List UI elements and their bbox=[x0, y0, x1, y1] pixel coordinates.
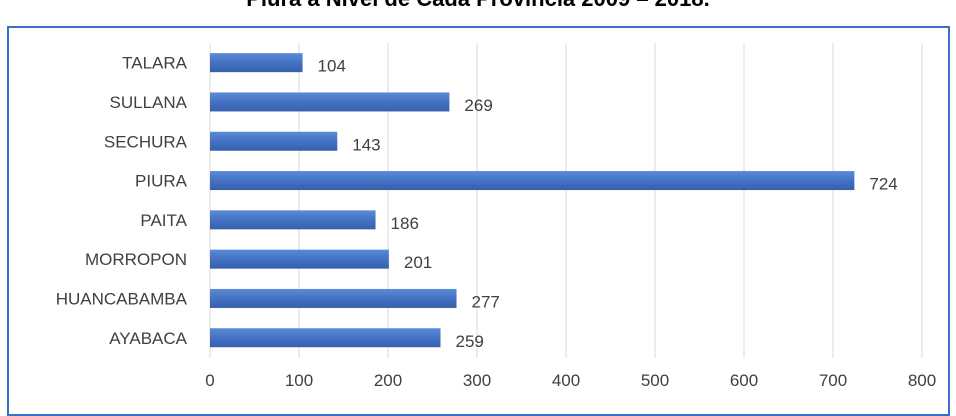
data-label: 104 bbox=[318, 57, 346, 76]
category-label: PIURA bbox=[135, 172, 188, 191]
bar-sechura bbox=[210, 131, 338, 151]
data-label: 259 bbox=[456, 332, 484, 351]
x-tick-label: 300 bbox=[463, 371, 491, 390]
chart-title: Piura a Nivel de Cada Provincia 2009 – 2… bbox=[0, 0, 956, 12]
bar-paita bbox=[210, 210, 376, 230]
x-tick-label: 800 bbox=[908, 371, 936, 390]
category-label: SECHURA bbox=[104, 132, 188, 151]
x-tick-label: 100 bbox=[285, 371, 313, 390]
category-label: MORROPON bbox=[85, 250, 187, 269]
data-label: 201 bbox=[404, 253, 432, 272]
x-tick-label: 400 bbox=[552, 371, 580, 390]
category-label: AYABACA bbox=[109, 329, 187, 348]
x-tick-label: 700 bbox=[819, 371, 847, 390]
category-label: HUANCABAMBA bbox=[56, 289, 188, 308]
data-label: 269 bbox=[464, 96, 492, 115]
bar-sullana bbox=[210, 92, 450, 112]
bar-piura bbox=[210, 171, 855, 191]
category-label: TALARA bbox=[122, 54, 188, 73]
bar-huancabamba bbox=[210, 288, 457, 308]
chart-frame bbox=[7, 26, 950, 416]
x-tick-label: 600 bbox=[730, 371, 758, 390]
data-label: 186 bbox=[391, 214, 419, 233]
x-tick-label: 500 bbox=[641, 371, 669, 390]
data-label: 143 bbox=[352, 135, 380, 154]
bar-ayabaca bbox=[210, 328, 441, 348]
data-label: 277 bbox=[472, 292, 500, 311]
x-tick-label: 200 bbox=[374, 371, 402, 390]
category-label: SULLANA bbox=[110, 93, 188, 112]
bar-talara bbox=[210, 53, 303, 73]
category-label: PAITA bbox=[140, 211, 187, 230]
x-tick-label: 0 bbox=[205, 371, 214, 390]
bar-morropon bbox=[210, 249, 389, 269]
data-label: 724 bbox=[869, 175, 897, 194]
